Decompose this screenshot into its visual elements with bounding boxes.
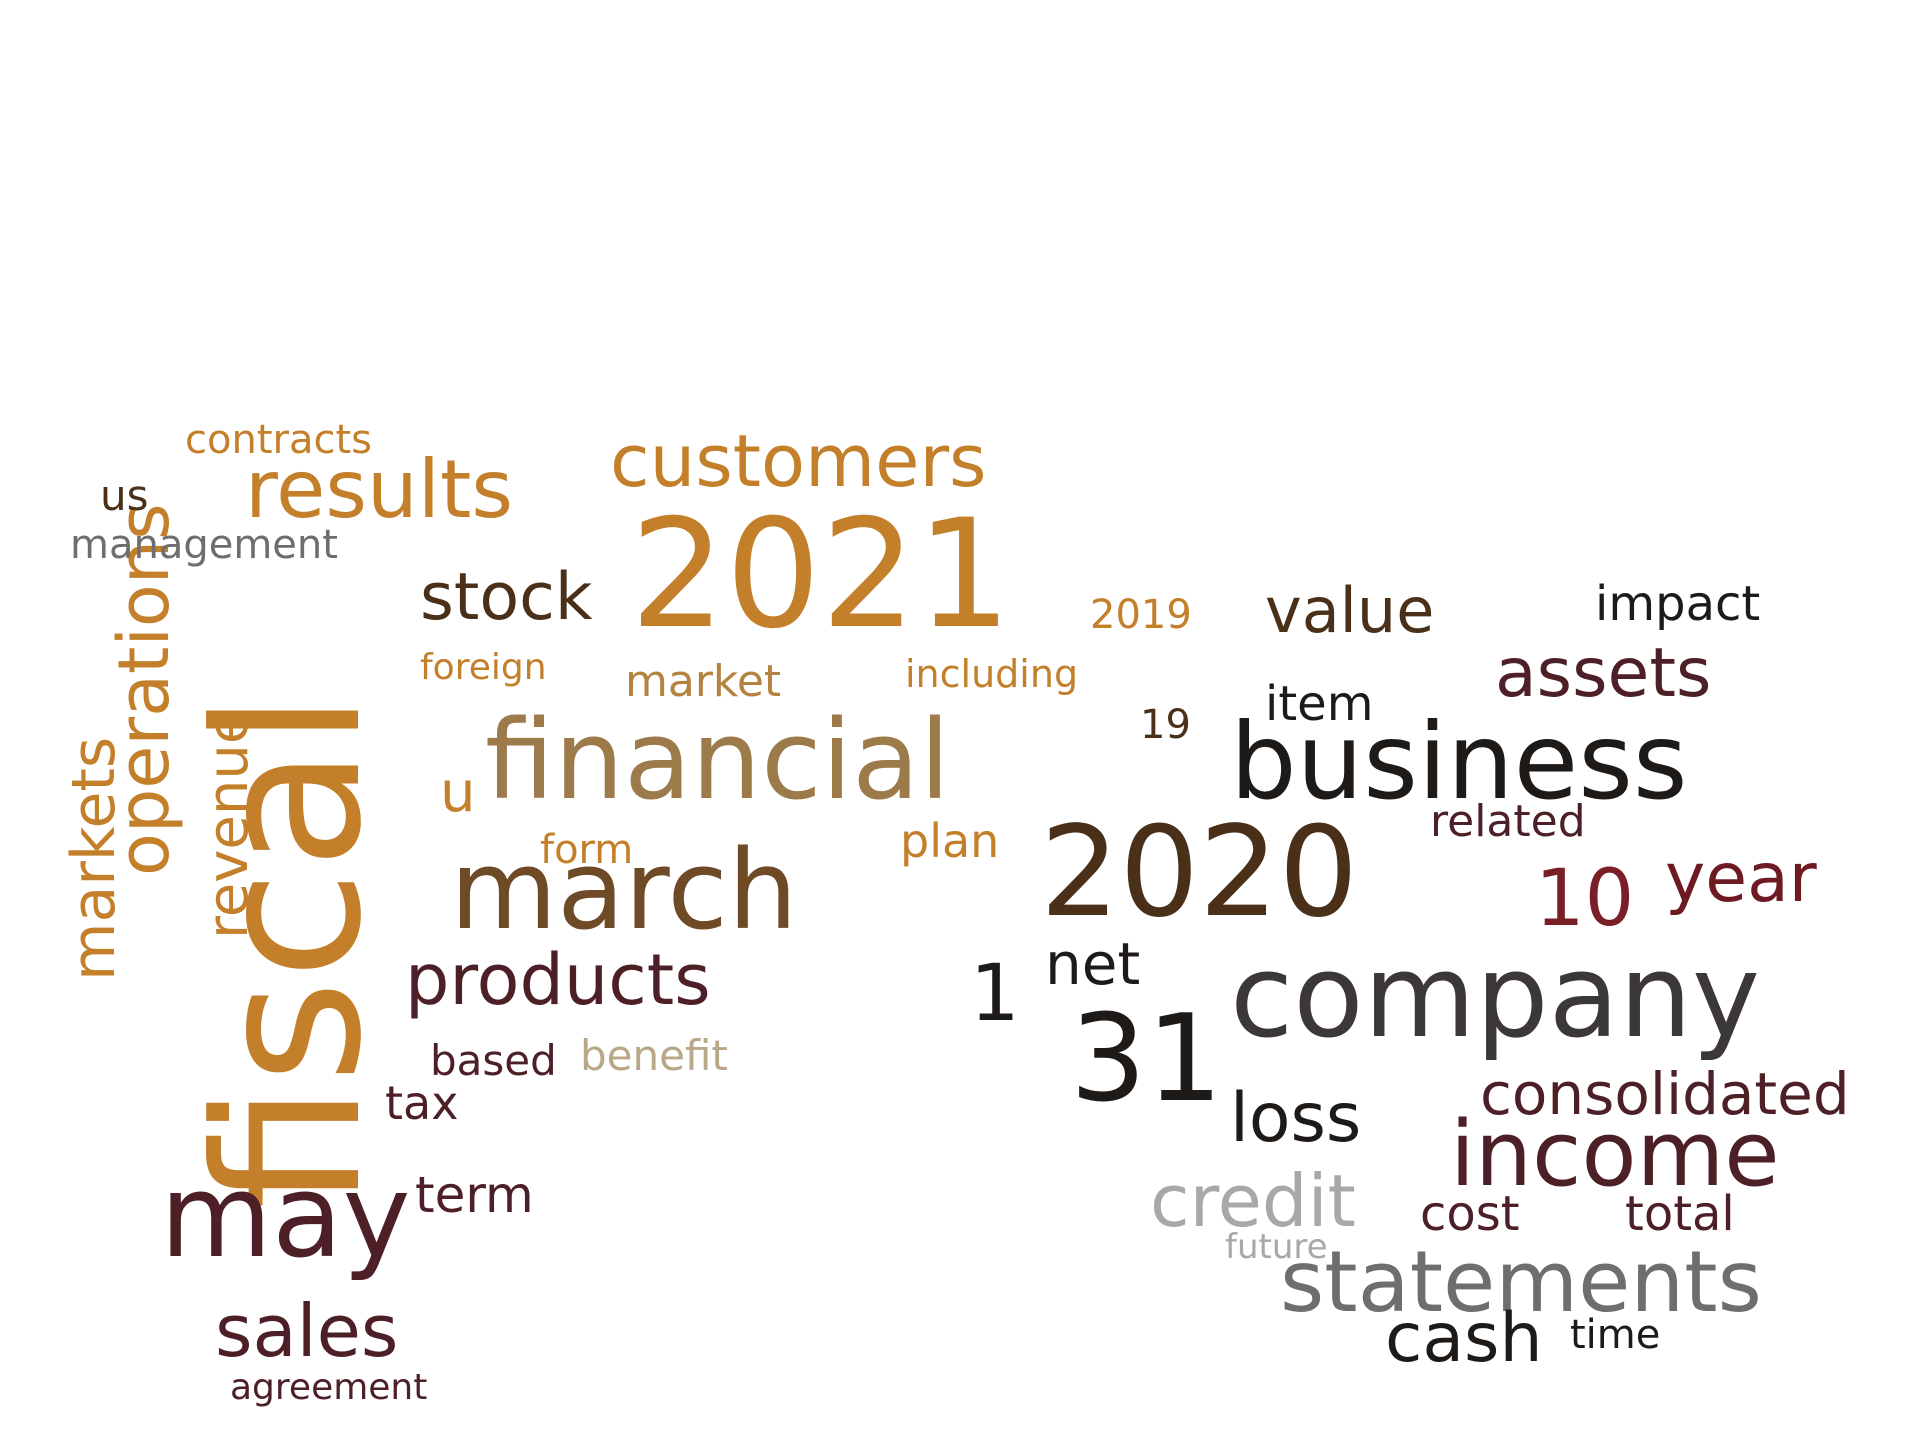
word: 19 [1140, 702, 1191, 748]
word: 31 [1070, 990, 1223, 1129]
word: loss [1230, 1079, 1362, 1158]
word: revenue [196, 709, 261, 939]
word: term [415, 1166, 534, 1224]
word: tax [385, 1076, 459, 1130]
word: plan [900, 814, 1000, 868]
word: 1 [970, 949, 1020, 1039]
word: results [245, 443, 514, 536]
word: march [450, 826, 798, 954]
word: statements [1280, 1233, 1762, 1332]
word: markets [59, 736, 129, 981]
word: company [1230, 930, 1761, 1064]
word: time [1570, 1312, 1661, 1358]
word: assets [1495, 634, 1712, 713]
word: form [540, 827, 634, 873]
word: 2019 [1090, 592, 1192, 638]
word: products [405, 939, 711, 1021]
word: u [440, 760, 476, 825]
word: cost [1420, 1186, 1520, 1242]
word: year [1665, 839, 1817, 918]
word: sales [215, 1289, 399, 1373]
word: cash [1385, 1299, 1543, 1378]
word: benefit [580, 1031, 728, 1080]
word: foreign [420, 647, 547, 688]
word: management [70, 522, 338, 568]
word: stock [420, 560, 593, 635]
word: agreement [230, 1367, 428, 1408]
word: customers [610, 419, 987, 503]
word: related [1430, 796, 1586, 847]
word: value [1265, 574, 1435, 647]
word: 2020 [1040, 800, 1359, 945]
word: financial [485, 696, 951, 824]
word: credit [1150, 1159, 1356, 1243]
word: business [1230, 701, 1688, 823]
word: market [625, 656, 782, 707]
word: including [905, 652, 1079, 696]
word: may [160, 1150, 411, 1284]
word: contracts [185, 417, 372, 463]
word: 10 [1535, 854, 1635, 944]
word: impact [1595, 576, 1761, 632]
word: consolidated [1480, 1060, 1850, 1128]
word: based [430, 1036, 557, 1085]
word: item [1265, 676, 1374, 732]
word: net [1045, 930, 1141, 998]
word: future [1225, 1227, 1328, 1267]
word: us [100, 471, 149, 520]
word: income [1450, 1102, 1780, 1207]
word: 2021 [630, 488, 1012, 662]
word: total [1625, 1186, 1735, 1242]
